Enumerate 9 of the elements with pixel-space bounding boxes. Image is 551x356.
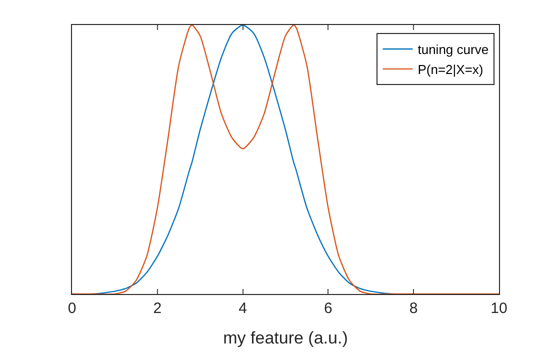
x-tick-label: 8	[409, 300, 418, 317]
x-tick-label: 2	[153, 300, 162, 317]
x-tick-label: 6	[324, 300, 332, 317]
x-tick-label: 0	[68, 300, 76, 317]
legend-label: P(n=2|X=x)	[418, 62, 484, 77]
x-tick-label: 4	[238, 300, 247, 317]
legend-label: tuning curve	[418, 42, 489, 58]
x-tick-label: 10	[490, 300, 508, 317]
x-axis-title: my feature (a.u.)	[223, 328, 348, 348]
